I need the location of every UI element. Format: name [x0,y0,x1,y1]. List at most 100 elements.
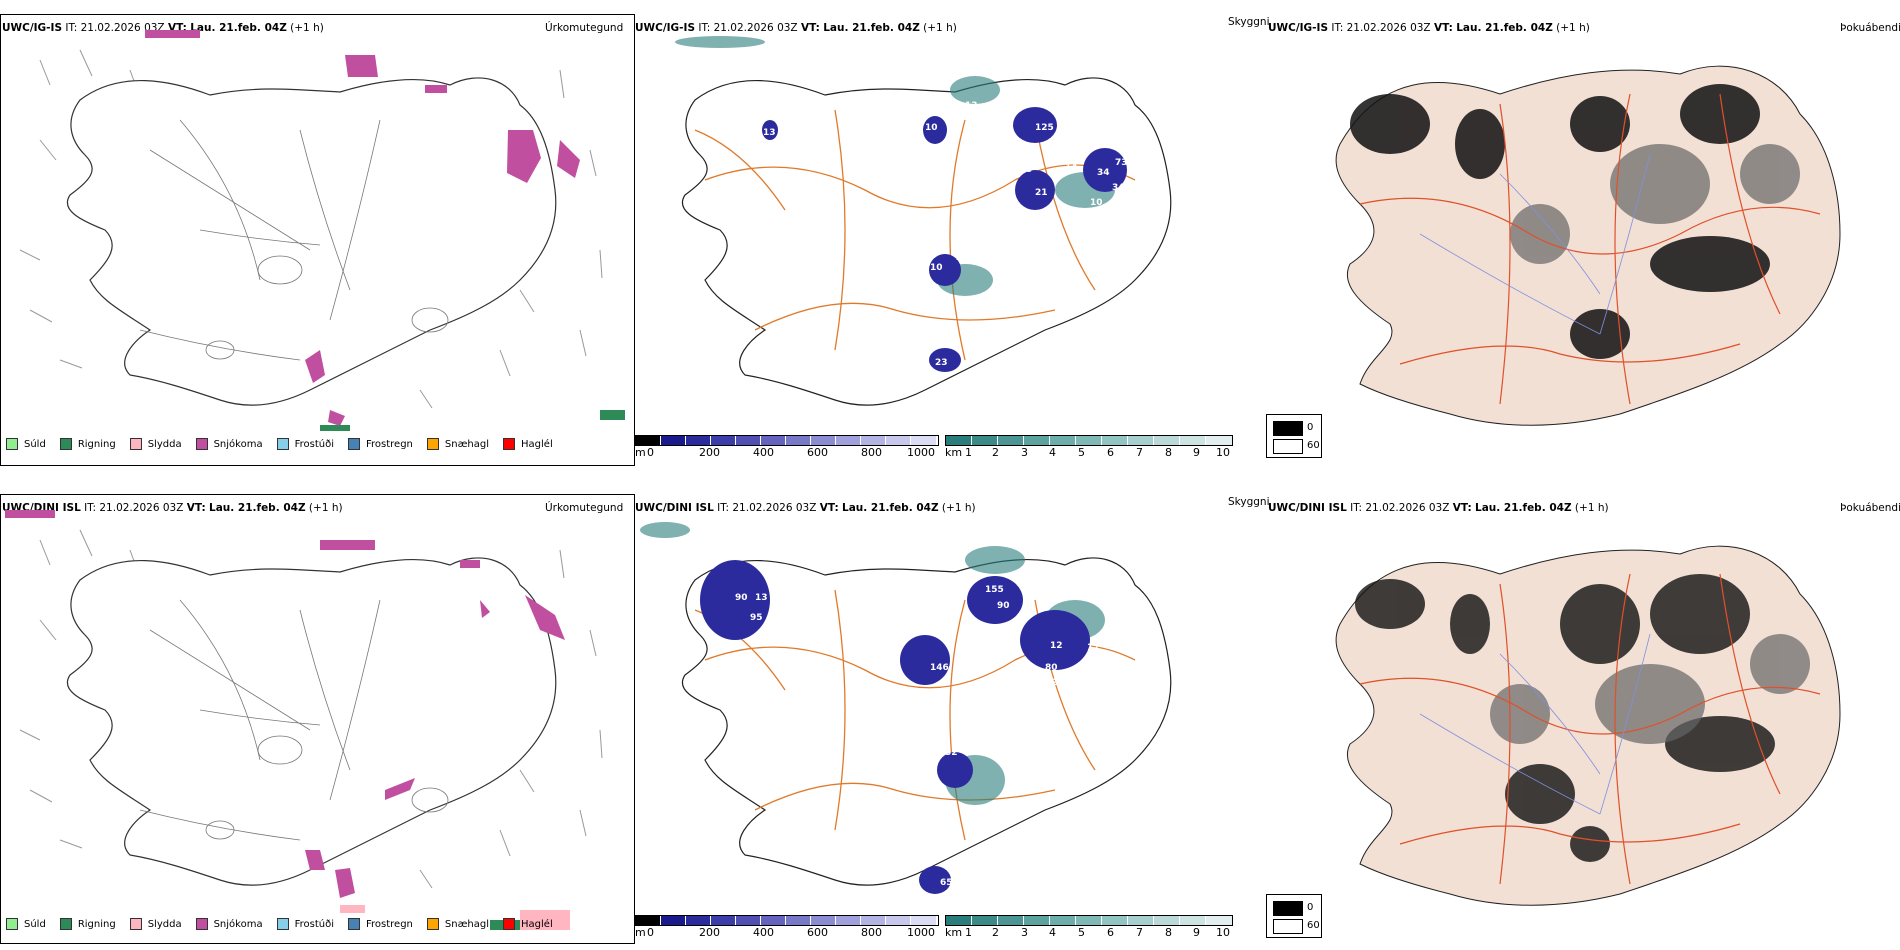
cloudbase-label: 90 [997,601,1010,611]
fog-title-row1: Þokuábendi [1840,22,1900,34]
cbar-cell [1206,916,1232,925]
fog-title-row2: Þokuábendi [1840,502,1900,514]
precip-legend-row2: Súld Rigning Slydda Snjókoma Frostúði Fr… [6,918,567,930]
cloudbase-label: 73 [1115,158,1128,168]
precip-map-row1 [19,30,625,431]
cloudbase-label: 10 [1090,198,1103,208]
cbar-cell [836,916,861,925]
legend-item: Frostúði [276,438,334,450]
cloudbase-label: 123 [780,588,799,598]
cbar-cell [1206,436,1232,445]
cbar-cell [1102,916,1128,925]
visibility-ticks-row2: km 1 2 3 4 5 6 7 8 9 10 [945,926,1230,939]
cloud-map-row1: 13 125 14 19 14 21 34 34 10 10 10 23 73 … [675,36,1172,406]
cloudbase-ticks-row1: m 0 200 400 600 800 1000 [635,446,935,459]
swatch-sudl [6,918,18,930]
cloud-header-row1: UWC/IG-IS IT: 21.02.2026 03Z VT: Lau. 21… [635,22,957,34]
cbar-cell [861,916,886,925]
legend-item: Rigning [59,918,116,930]
cbar-cell [811,916,836,925]
swatch-frostudi [276,438,289,450]
swatch-rigning [59,918,72,930]
cbar-cell [786,436,811,445]
legend-item: Slydda [129,918,182,930]
cbar-cell [636,916,661,925]
swatch-slydda [129,918,142,930]
swatch-snjokoma [195,918,208,930]
swatch-haglel [503,918,516,930]
cloudbase-label: 14 [1080,663,1093,673]
cbar-cell [1076,916,1102,925]
legend-item: Snæhagl [426,918,489,930]
fog-header-row1: UWC/IG-IS IT: 21.02.2026 03Z VT: Lau. 21… [1268,22,1590,34]
cbar-cell [1154,916,1180,925]
cloudbase-label: 10 [930,263,943,273]
fog-map-row2 [1335,545,1841,906]
cloudbase-label: 19 [1020,165,1033,175]
cbar-cell [736,916,761,925]
precip-header-row2: UWC/DINI ISL IT: 21.02.2026 03Z VT: Lau.… [2,502,343,514]
cloudbase-label: 20 [1065,581,1078,591]
cbar-cell [1128,436,1154,445]
cbar-cell [1050,916,1076,925]
swatch-frostregn [348,438,360,450]
cbar-cell [1180,436,1206,445]
fog-map-row1 [1335,65,1841,426]
cloudbase-colorbar-row2 [635,915,939,926]
cloudbase-label: 32 [945,748,958,758]
swatch-haglel [503,438,516,450]
legend-item: Slydda [129,438,182,450]
cloudbase-ticks-row2: m 0 200 400 600 800 1000 [635,926,935,939]
cbar-cell [1102,436,1128,445]
cloudbase-label: 13 [965,101,978,111]
cloudbase-label: 17 [1075,678,1088,688]
model-name: UWC/IG-IS [2,22,63,34]
cbar-cell [811,436,836,445]
legend-item: Snjókoma [195,438,263,450]
cloudbase-label: 23 [935,358,948,368]
cloudbase-label: 10 [925,123,938,133]
cloudbase-label: 34 [1112,183,1125,193]
fog-swatch-0 [1273,421,1303,436]
iceland-outline [66,557,557,886]
precip-header-row1: UWC/IG-IS IT: 21.02.2026 03Z VT: Lau. 21… [2,22,324,34]
cloudbase-label: 12 [1050,641,1063,651]
cloudbase-label: 146 [930,663,949,673]
cloudbase-label: 13 [755,593,768,603]
cloudbase-label: 14 [1065,163,1078,173]
cbar-cell [711,916,736,925]
cbar-cell [886,916,911,925]
cbar-cell [1154,436,1180,445]
legend-item: Frostregn [348,438,413,450]
cbar-cell [1128,916,1154,925]
swatch-snaehagl [426,438,439,450]
cbar-cell [861,436,886,445]
cloudbase-label: 20 [1050,143,1063,153]
cbar-cell [998,436,1024,445]
fog-swatch-60 [1273,439,1303,454]
cbar-cell [761,436,786,445]
precip-legend-row1: Súld Rigning Slydda Snjókoma Frostúði Fr… [6,438,567,450]
cloudbase-label: 106 [760,628,779,638]
precip-panel-row1 [0,14,635,466]
cloudbase-label: 72 [1045,678,1058,688]
cbar-cell [972,916,998,925]
cbar-cell [911,916,936,925]
cbar-cell [946,916,972,925]
cbar-cell [886,436,911,445]
legend-item: Frostúði [276,918,334,930]
visibility-ticks-row1: km 1 2 3 4 5 6 7 8 9 10 [945,446,1230,459]
cbar-cell [836,436,861,445]
swatch-rigning [59,438,72,450]
legend-item: Frostregn [348,918,413,930]
cloudbase-label: 155 [985,585,1004,595]
fog-header-row2: UWC/DINI ISL IT: 21.02.2026 03Z VT: Lau.… [1268,502,1609,514]
cbar-cell [686,436,711,445]
cloud-map-row2: 90 13 95 106 136 123 15 146 123 155 90 1… [640,522,1172,894]
swatch-sudl [6,438,18,450]
fog-swatch-0 [1273,901,1303,916]
cbar-cell [786,916,811,925]
fog-swatch-60 [1273,919,1303,934]
legend-item: Snjókoma [195,918,263,930]
cbar-cell [1076,436,1102,445]
